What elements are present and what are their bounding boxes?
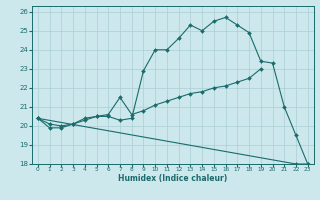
X-axis label: Humidex (Indice chaleur): Humidex (Indice chaleur) [118,174,228,183]
